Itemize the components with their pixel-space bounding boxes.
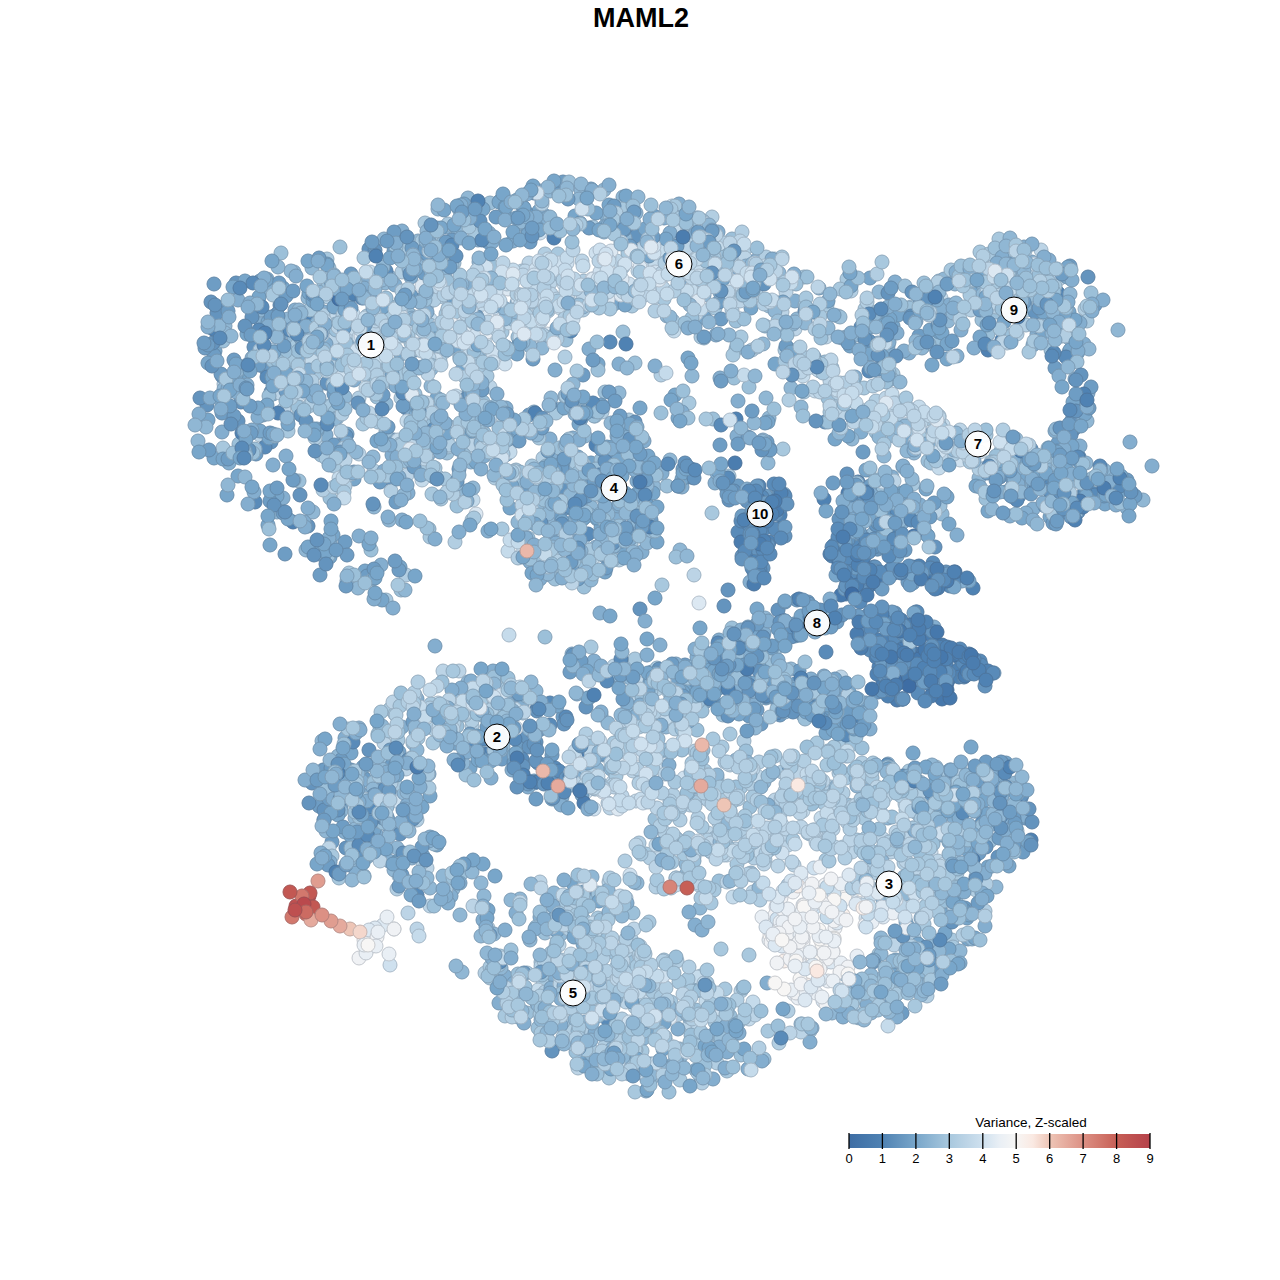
svg-text:3: 3 [946, 1151, 953, 1166]
svg-text:Variance, Z-scaled: Variance, Z-scaled [975, 1115, 1087, 1130]
svg-text:1: 1 [879, 1151, 886, 1166]
svg-text:0: 0 [845, 1151, 852, 1166]
svg-text:5: 5 [1013, 1151, 1020, 1166]
svg-text:8: 8 [813, 614, 821, 631]
svg-text:MAML2: MAML2 [593, 3, 689, 33]
svg-text:3: 3 [885, 875, 893, 892]
svg-text:6: 6 [1046, 1151, 1053, 1166]
svg-text:7: 7 [974, 435, 982, 452]
svg-text:5: 5 [569, 984, 577, 1001]
svg-text:2: 2 [912, 1151, 919, 1166]
svg-text:9: 9 [1146, 1151, 1153, 1166]
svg-text:8: 8 [1113, 1151, 1120, 1166]
svg-text:1: 1 [367, 336, 375, 353]
svg-text:7: 7 [1079, 1151, 1086, 1166]
svg-text:10: 10 [752, 505, 769, 522]
svg-text:6: 6 [675, 255, 683, 272]
svg-text:2: 2 [493, 728, 501, 745]
svg-text:4: 4 [610, 479, 619, 496]
svg-text:9: 9 [1010, 301, 1018, 318]
svg-text:4: 4 [979, 1151, 986, 1166]
